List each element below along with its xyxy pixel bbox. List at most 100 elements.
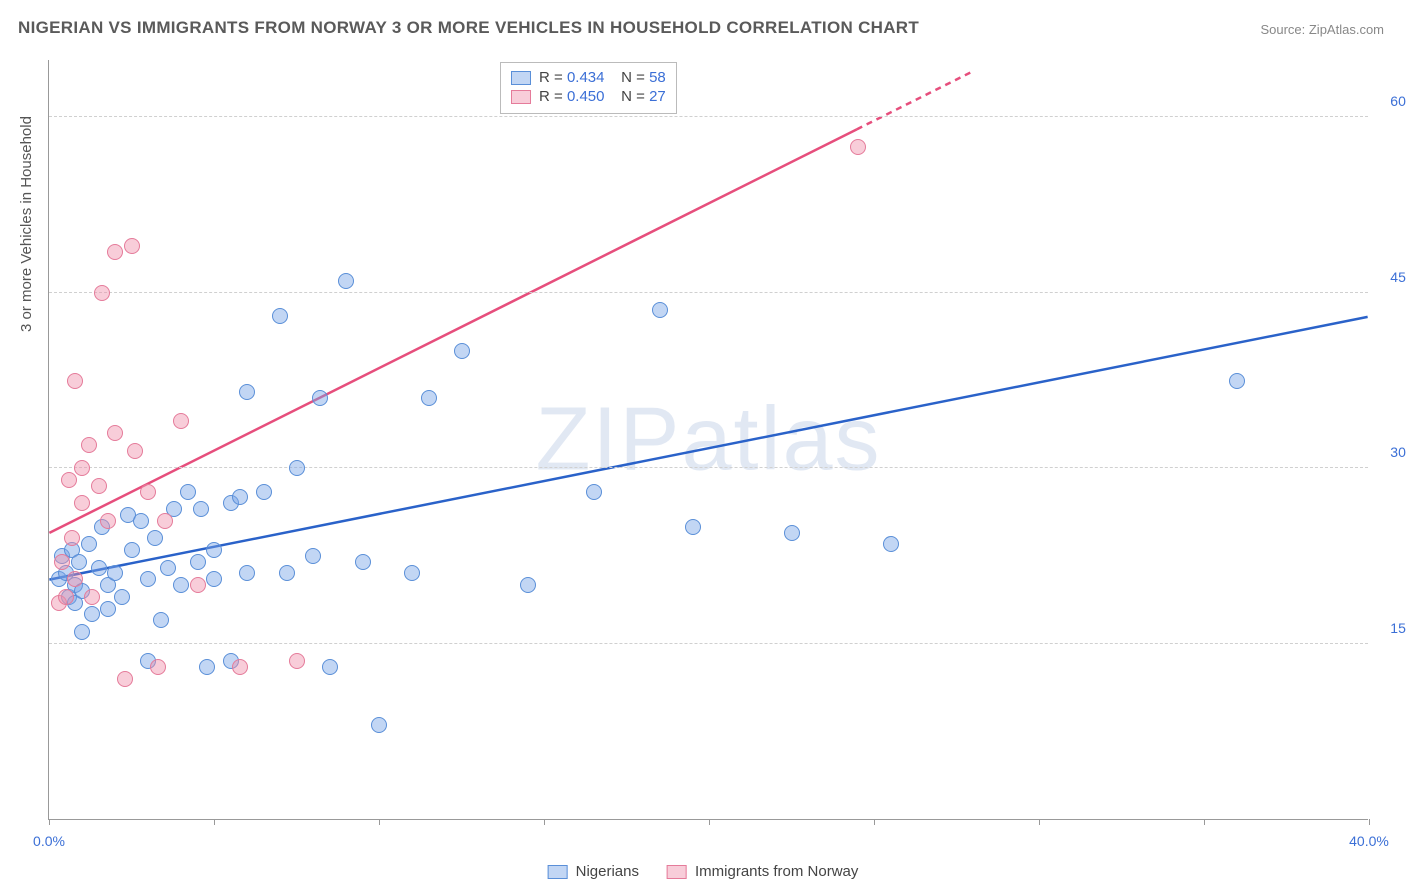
scatter-point <box>54 554 70 570</box>
correlation-legend: R = 0.434 N = 58 R = 0.450 N = 27 <box>500 62 677 114</box>
gridline <box>49 292 1368 293</box>
plot-area: ZIPatlas 15.0%30.0%45.0%60.0%0.0%40.0% <box>48 60 1368 820</box>
r-value-0: 0.434 <box>567 69 605 86</box>
scatter-point <box>133 513 149 529</box>
scatter-point <box>289 653 305 669</box>
watermark-thin: atlas <box>681 389 881 489</box>
scatter-point <box>355 554 371 570</box>
legend-label-1: Immigrants from Norway <box>695 863 858 880</box>
scatter-point <box>64 530 80 546</box>
correlation-row-0: R = 0.434 N = 58 <box>511 69 666 86</box>
scatter-point <box>157 513 173 529</box>
n-value-1: 27 <box>649 88 666 105</box>
scatter-point <box>193 501 209 517</box>
scatter-point <box>850 139 866 155</box>
scatter-point <box>190 577 206 593</box>
scatter-point <box>206 542 222 558</box>
scatter-point <box>124 238 140 254</box>
scatter-point <box>150 659 166 675</box>
r-value-1: 0.450 <box>567 88 605 105</box>
x-tick <box>1204 819 1205 825</box>
correlation-text-0: R = 0.434 N = 58 <box>539 69 666 86</box>
scatter-point <box>289 460 305 476</box>
source-attribution: Source: ZipAtlas.com <box>1260 22 1384 37</box>
watermark: ZIPatlas <box>535 388 881 491</box>
scatter-point <box>67 373 83 389</box>
scatter-point <box>107 425 123 441</box>
scatter-point <box>520 577 536 593</box>
scatter-point <box>81 536 97 552</box>
scatter-point <box>312 390 328 406</box>
series-legend: Nigerians Immigrants from Norway <box>548 863 859 880</box>
scatter-point <box>883 536 899 552</box>
scatter-point <box>685 519 701 535</box>
legend-swatch-1 <box>667 865 687 879</box>
scatter-point <box>232 489 248 505</box>
scatter-point <box>305 548 321 564</box>
correlation-swatch-0 <box>511 71 531 85</box>
x-tick-label: 40.0% <box>1349 833 1389 849</box>
y-tick-label: 45.0% <box>1390 269 1406 285</box>
correlation-text-1: R = 0.450 N = 27 <box>539 88 666 105</box>
legend-label-0: Nigerians <box>576 863 639 880</box>
scatter-point <box>239 565 255 581</box>
n-label: N = <box>621 88 645 105</box>
scatter-point <box>117 671 133 687</box>
scatter-point <box>124 542 140 558</box>
scatter-point <box>173 577 189 593</box>
scatter-point <box>272 308 288 324</box>
watermark-bold: ZIP <box>535 389 681 489</box>
scatter-point <box>100 513 116 529</box>
scatter-point <box>84 606 100 622</box>
y-tick-label: 30.0% <box>1390 444 1406 460</box>
scatter-point <box>232 659 248 675</box>
scatter-point <box>421 390 437 406</box>
scatter-point <box>239 384 255 400</box>
scatter-point <box>107 244 123 260</box>
scatter-point <box>153 612 169 628</box>
scatter-point <box>67 571 83 587</box>
n-value-0: 58 <box>649 69 666 86</box>
scatter-point <box>199 659 215 675</box>
scatter-point <box>454 343 470 359</box>
x-tick <box>709 819 710 825</box>
scatter-point <box>94 285 110 301</box>
gridline <box>49 116 1368 117</box>
legend-item-1: Immigrants from Norway <box>667 863 858 880</box>
scatter-point <box>127 443 143 459</box>
scatter-point <box>180 484 196 500</box>
x-tick <box>874 819 875 825</box>
scatter-point <box>91 478 107 494</box>
scatter-point <box>404 565 420 581</box>
scatter-point <box>140 571 156 587</box>
scatter-point <box>256 484 272 500</box>
scatter-point <box>173 413 189 429</box>
scatter-point <box>784 525 800 541</box>
legend-item-0: Nigerians <box>548 863 639 880</box>
x-tick <box>49 819 50 825</box>
scatter-point <box>1229 373 1245 389</box>
y-axis-label: 3 or more Vehicles in Household <box>18 116 35 332</box>
x-tick <box>1039 819 1040 825</box>
scatter-point <box>61 472 77 488</box>
legend-swatch-0 <box>548 865 568 879</box>
x-tick <box>379 819 380 825</box>
scatter-point <box>91 560 107 576</box>
y-tick-label: 60.0% <box>1390 93 1406 109</box>
scatter-point <box>160 560 176 576</box>
scatter-point <box>371 717 387 733</box>
scatter-point <box>147 530 163 546</box>
x-tick <box>214 819 215 825</box>
scatter-point <box>206 571 222 587</box>
scatter-point <box>58 589 74 605</box>
chart-container: NIGERIAN VS IMMIGRANTS FROM NORWAY 3 OR … <box>0 0 1406 892</box>
scatter-point <box>71 554 87 570</box>
scatter-point <box>74 624 90 640</box>
scatter-point <box>84 589 100 605</box>
trend-lines-svg <box>49 60 1368 819</box>
scatter-point <box>81 437 97 453</box>
scatter-point <box>322 659 338 675</box>
y-tick-label: 15.0% <box>1390 620 1406 636</box>
gridline <box>49 467 1368 468</box>
gridline <box>49 643 1368 644</box>
